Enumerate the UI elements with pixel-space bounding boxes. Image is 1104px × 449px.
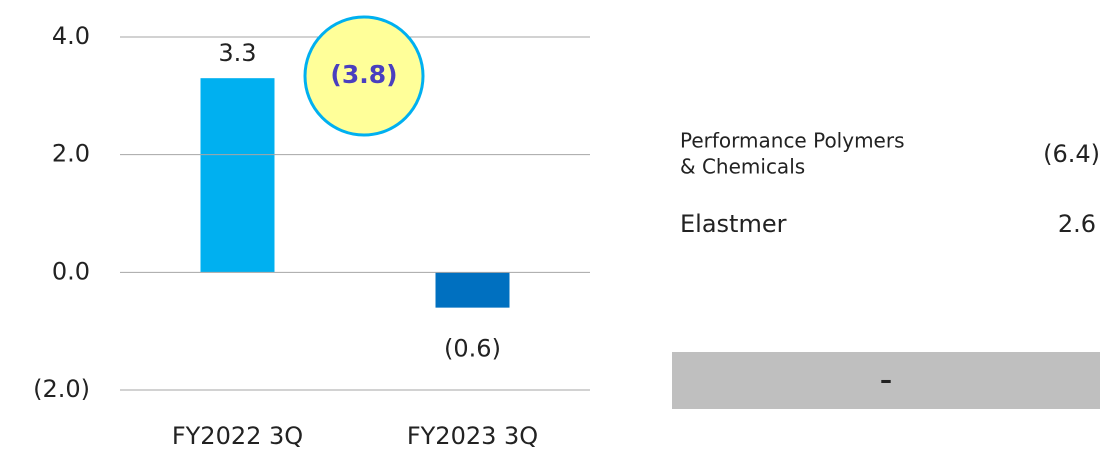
y-tick-label: 2.0 <box>52 140 90 168</box>
y-tick-label: 4.0 <box>52 22 90 50</box>
y-tick-label: 0.0 <box>52 257 90 285</box>
value-label: 3.3 <box>218 39 256 67</box>
footer-text: – <box>880 366 892 394</box>
value-label: (0.6) <box>444 335 501 363</box>
row-value: (6.4) <box>1043 140 1100 168</box>
x-tick-label: FY2022 3Q <box>172 422 303 449</box>
row-label: Performance Polymers <box>680 129 905 153</box>
annotation-circle <box>303 15 425 137</box>
y-tick-label: (2.0) <box>33 375 90 403</box>
row-label: & Chemicals <box>680 155 805 179</box>
x-tick-label: FY2023 3Q <box>407 422 538 449</box>
bar <box>435 272 510 308</box>
annotation: (3.8) <box>330 60 397 89</box>
row-value: 2.6 <box>1058 210 1096 238</box>
footer-bar <box>672 352 1100 409</box>
bar <box>200 78 275 273</box>
row-label: Elastmer <box>680 210 787 238</box>
